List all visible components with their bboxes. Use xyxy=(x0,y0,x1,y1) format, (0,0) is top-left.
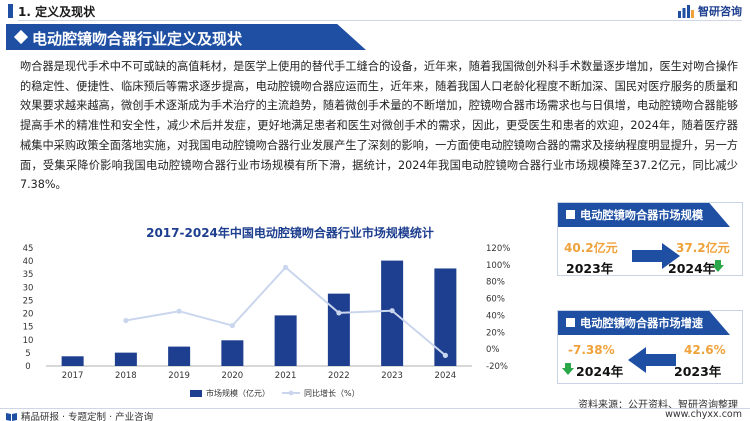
card-header: 电动腔镜吻合器市场规模 xyxy=(558,203,730,227)
bar xyxy=(168,346,191,366)
y-left-tick-label: 40 xyxy=(23,257,34,267)
book-icon xyxy=(6,412,17,421)
x-tick-label: 2021 xyxy=(275,371,297,381)
y-right-tick-label: 80% xyxy=(486,278,505,288)
growth-point xyxy=(176,308,182,314)
card-header: 电动腔镜吻合器市场增速 xyxy=(558,311,730,335)
y-left-tick-label: 25 xyxy=(23,296,34,306)
arrow-left-icon xyxy=(628,347,676,373)
arrow-right-icon xyxy=(632,243,680,269)
y-left-tick-label: 15 xyxy=(23,323,34,333)
diamond-icon xyxy=(13,29,29,45)
growth-point xyxy=(389,308,395,314)
footer-tagline: 精品研报 · 专题定制 · 产业咨询 xyxy=(21,412,154,421)
card-right-year: 2024年 xyxy=(668,261,716,276)
y-right-tick-label: -20% xyxy=(486,362,508,372)
legend-line-label: 同比增长（%） xyxy=(304,388,360,398)
header-divider xyxy=(18,20,742,21)
y-left-tick-label: 5 xyxy=(25,349,30,359)
brand-logo: 智研咨询 xyxy=(678,3,742,19)
bar xyxy=(274,315,297,366)
card-right-year: 2023年 xyxy=(674,364,722,379)
card-left-year: 2024年 xyxy=(576,364,624,379)
x-tick-label: 2019 xyxy=(168,371,190,381)
y-left-tick-label: 20 xyxy=(23,310,34,320)
y-left-tick-label: 30 xyxy=(23,283,34,293)
title-banner: 电动腔镜吻合器行业定义及现状 xyxy=(6,24,366,50)
card-left-year: 2023年 xyxy=(566,261,614,276)
y-right-tick-label: 120% xyxy=(486,244,510,254)
y-left-tick-label: 0 xyxy=(25,362,30,372)
y-left-tick-label: 10 xyxy=(23,336,34,346)
bar xyxy=(327,293,350,366)
intro-paragraph: 吻合器是现代手术中不可或缺的高值耗材，是医学上使用的替代手工缝合的设备，近年来，… xyxy=(20,60,738,192)
growth-point xyxy=(123,317,129,324)
x-tick-label: 2023 xyxy=(381,371,403,381)
square-icon xyxy=(566,318,575,327)
legend-bar-swatch xyxy=(190,390,202,397)
legend-line-marker xyxy=(288,390,294,396)
y-right-tick-label: 60% xyxy=(486,295,505,305)
section-title: 1. 定义及现状 xyxy=(18,5,96,19)
market-growth-card: 电动腔镜吻合器市场增速 -7.38% 2024年 42.6% 2023年 xyxy=(557,310,743,384)
y-right-tick-label: 0% xyxy=(486,345,500,355)
card-right-value: 42.6% xyxy=(684,343,726,357)
footer-left: 精品研报 · 专题定制 · 产业咨询 xyxy=(6,409,153,421)
growth-point xyxy=(336,310,342,316)
market-size-card: 电动腔镜吻合器市场规模 40.2亿元 2023年 37.2亿元 2024年 xyxy=(557,202,743,276)
growth-point xyxy=(442,352,448,358)
down-arrow-icon xyxy=(712,260,724,272)
y-left-tick-label: 45 xyxy=(23,244,34,254)
x-tick-label: 2020 xyxy=(222,371,244,381)
bar xyxy=(221,340,244,366)
x-tick-label: 2017 xyxy=(62,371,84,381)
x-tick-label: 2024 xyxy=(435,371,457,381)
y-right-tick-label: 100% xyxy=(486,261,510,271)
card-left-value: 40.2亿元 xyxy=(564,241,618,255)
y-left-tick-label: 35 xyxy=(23,270,34,280)
legend-bar-label: 市场规模（亿元） xyxy=(206,388,270,398)
section-header: 1. 定义及现状 智研咨询 xyxy=(0,0,750,22)
page-title: 电动腔镜吻合器行业定义及现状 xyxy=(32,30,243,48)
card-title: 电动腔镜吻合器市场增速 xyxy=(580,317,704,330)
source-note: 资料来源：公开资料、智研咨询整理 xyxy=(578,400,738,411)
y-right-tick-label: 40% xyxy=(486,311,505,321)
bar xyxy=(114,352,137,366)
down-arrow-icon xyxy=(562,363,574,375)
page-footer: 精品研报 · 专题定制 · 产业咨询 www.chyxx.com xyxy=(0,408,750,421)
bar xyxy=(61,356,84,366)
square-icon xyxy=(566,210,575,219)
card-right-value: 37.2亿元 xyxy=(676,241,730,255)
bar xyxy=(434,268,457,366)
growth-point xyxy=(283,264,289,270)
footer-url[interactable]: www.chyxx.com xyxy=(665,409,742,420)
brand-name: 智研咨询 xyxy=(698,5,742,18)
x-tick-label: 2018 xyxy=(115,371,137,381)
card-left-value: -7.38% xyxy=(568,343,615,357)
y-right-tick-label: 20% xyxy=(486,328,505,338)
section-accent xyxy=(8,4,13,18)
x-tick-label: 2022 xyxy=(328,371,350,381)
card-title: 电动腔镜吻合器市场规模 xyxy=(580,209,704,222)
chart-title: 2017-2024年中国电动腔镜吻合器行业市场规模统计 xyxy=(146,226,434,240)
market-size-chart: 0 5 10 15 20 25 30 35 40 45 -20% 0% 20% 40% 60% 80% 100%… xyxy=(23,244,511,398)
growth-point xyxy=(229,322,235,329)
brand-icon xyxy=(678,4,694,18)
